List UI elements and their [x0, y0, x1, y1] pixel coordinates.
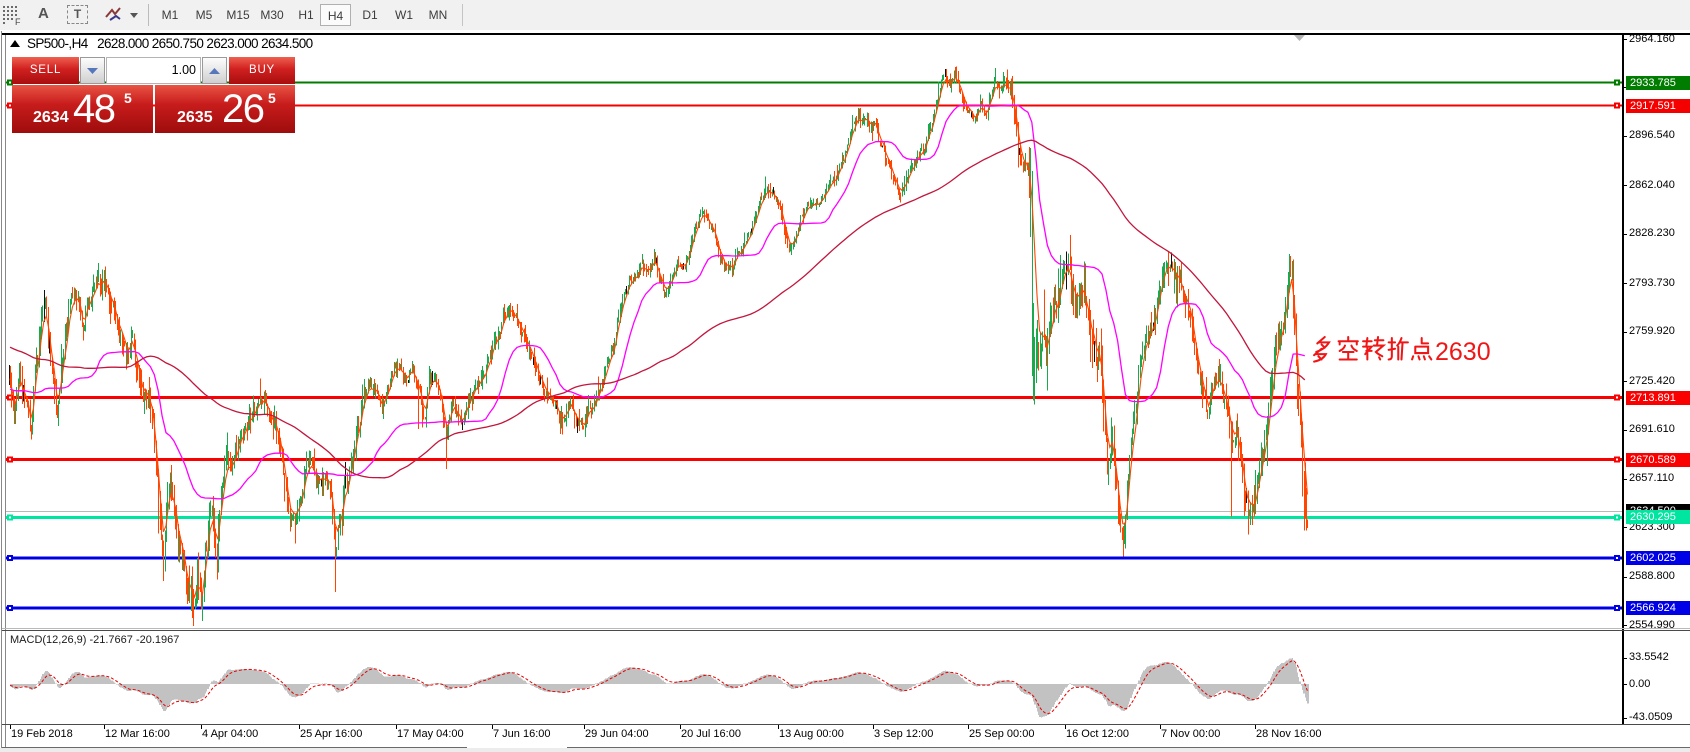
svg-text:F: F	[15, 17, 21, 26]
svg-text:2630: 2630	[1435, 338, 1491, 366]
